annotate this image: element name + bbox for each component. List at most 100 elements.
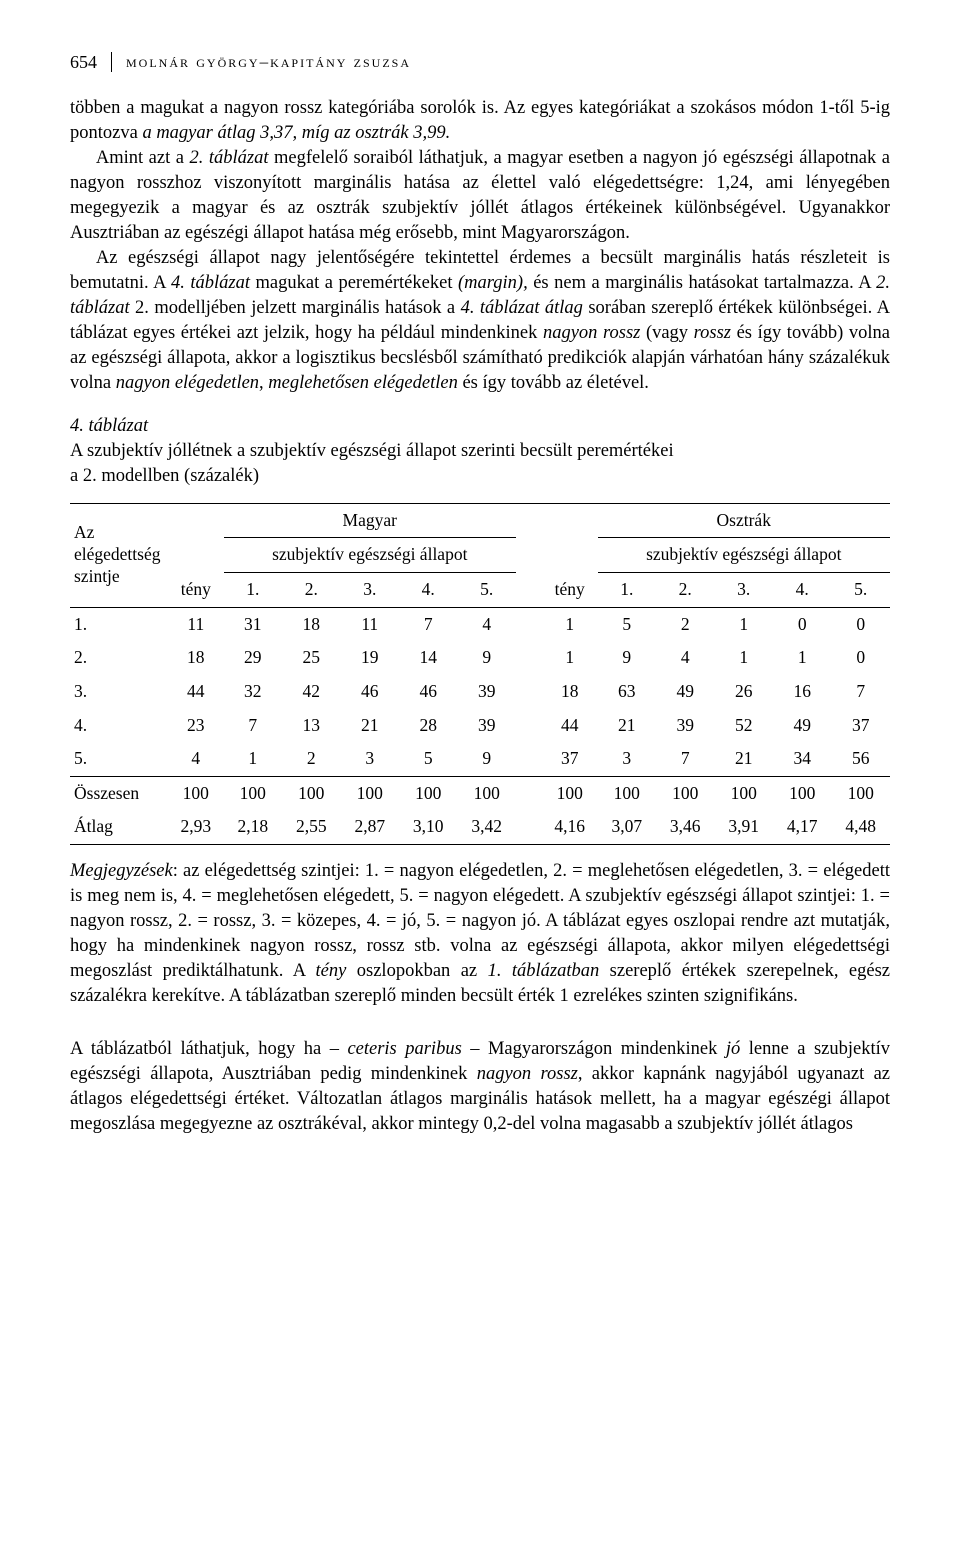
- table-cell: 37: [831, 709, 890, 743]
- row-label: Átlag: [70, 810, 168, 844]
- table-cell: 7: [831, 675, 890, 709]
- table-cell: 0: [831, 641, 890, 675]
- table-cell: 34: [773, 742, 831, 776]
- table-cell: 100: [224, 776, 282, 810]
- table-cell: 4: [168, 742, 224, 776]
- table-cell: 42: [282, 675, 340, 709]
- table-number: 4. táblázat: [70, 414, 890, 439]
- row-label: 4.: [70, 709, 168, 743]
- table-cell: 21: [341, 709, 399, 743]
- running-header: 654 MOLNÁR GYÖRGY–KAPITÁNY ZSUZSA: [70, 50, 890, 74]
- table-cell: 3,10: [399, 810, 457, 844]
- table-cell: [516, 742, 542, 776]
- col-group: Osztrák: [598, 503, 890, 538]
- table-cell: 25: [282, 641, 340, 675]
- col-num: 3.: [341, 573, 399, 608]
- table-cell: 23: [168, 709, 224, 743]
- table-cell: 13: [282, 709, 340, 743]
- table-cell: 2,18: [224, 810, 282, 844]
- table-notes: Megjegyzések: az elégedettség szintjei: …: [70, 859, 890, 1009]
- col-header: tény: [542, 503, 598, 607]
- table-cell: 52: [714, 709, 772, 743]
- table-cell: 56: [831, 742, 890, 776]
- table-caption: 4. táblázat A szubjektív jóllétnek a szu…: [70, 414, 890, 489]
- col-num: 5.: [457, 573, 515, 608]
- table-cell: 100: [168, 776, 224, 810]
- table-cell: 21: [598, 709, 656, 743]
- table-cell: 0: [831, 607, 890, 641]
- table-cell: 4,16: [542, 810, 598, 844]
- table-cell: 26: [714, 675, 772, 709]
- table-cell: 2: [282, 742, 340, 776]
- paragraph: Amint azt a 2. táblázat megfelelő soraib…: [70, 146, 890, 246]
- table-cell: 100: [773, 776, 831, 810]
- table-caption-line: a 2. modellben (százalék): [70, 464, 890, 489]
- table-cell: 5: [598, 607, 656, 641]
- data-table: Az elégedettség szintje tény Magyar tény…: [70, 503, 890, 845]
- row-label: Összesen: [70, 776, 168, 810]
- table-cell: 100: [457, 776, 515, 810]
- sub-header: szubjektív egészségi állapot: [598, 538, 890, 573]
- table-cell: [516, 709, 542, 743]
- table-cell: 14: [399, 641, 457, 675]
- table-cell: 5: [399, 742, 457, 776]
- table-cell: [516, 641, 542, 675]
- table-cell: 31: [224, 607, 282, 641]
- sub-header: szubjektív egészségi állapot: [224, 538, 516, 573]
- paragraph: Az egészségi állapot nagy jelentőségére …: [70, 246, 890, 396]
- final-paragraph: A táblázatból láthatjuk, hogy ha – ceter…: [70, 1037, 890, 1137]
- table-cell: 7: [399, 607, 457, 641]
- table-cell: 3,07: [598, 810, 656, 844]
- table-cell: 44: [168, 675, 224, 709]
- table-cell: 1: [714, 607, 772, 641]
- body-text-block: többen a magukat a nagyon rossz kategóri…: [70, 96, 890, 396]
- table-cell: 0: [773, 607, 831, 641]
- col-group: Magyar: [224, 503, 516, 538]
- header-divider: [111, 52, 112, 72]
- table-cell: 18: [282, 607, 340, 641]
- table-cell: 2,87: [341, 810, 399, 844]
- table-cell: 39: [457, 675, 515, 709]
- table-cell: 3: [341, 742, 399, 776]
- table-cell: 100: [598, 776, 656, 810]
- row-label: 3.: [70, 675, 168, 709]
- table-caption-line: A szubjektív jóllétnek a szubjektív egés…: [70, 439, 890, 464]
- table-cell: [516, 607, 542, 641]
- table-cell: 44: [542, 709, 598, 743]
- table-cell: 7: [656, 742, 714, 776]
- col-num: 4.: [399, 573, 457, 608]
- table-cell: [516, 675, 542, 709]
- table-cell: 49: [656, 675, 714, 709]
- row-label: 2.: [70, 641, 168, 675]
- table-cell: 18: [542, 675, 598, 709]
- row-label: 1.: [70, 607, 168, 641]
- table-cell: 4: [656, 641, 714, 675]
- table-cell: 49: [773, 709, 831, 743]
- table-cell: [516, 810, 542, 844]
- row-label: 5.: [70, 742, 168, 776]
- table-cell: 63: [598, 675, 656, 709]
- table-cell: 1: [542, 641, 598, 675]
- col-num: 3.: [714, 573, 772, 608]
- table-cell: 21: [714, 742, 772, 776]
- table-cell: 7: [224, 709, 282, 743]
- table-cell: 100: [656, 776, 714, 810]
- table-cell: 100: [714, 776, 772, 810]
- table-cell: 11: [168, 607, 224, 641]
- table-cell: 46: [399, 675, 457, 709]
- row-header: Az elégedettség szintje: [70, 503, 168, 607]
- table-cell: 37: [542, 742, 598, 776]
- paragraph: többen a magukat a nagyon rossz kategóri…: [70, 96, 890, 146]
- col-num: 2.: [282, 573, 340, 608]
- col-num: 1.: [224, 573, 282, 608]
- table-cell: 3,42: [457, 810, 515, 844]
- table-cell: 11: [341, 607, 399, 641]
- col-num: 4.: [773, 573, 831, 608]
- page-number: 654: [70, 50, 97, 74]
- table-cell: 18: [168, 641, 224, 675]
- table-cell: 1: [714, 641, 772, 675]
- table-cell: 4,48: [831, 810, 890, 844]
- table-cell: 100: [341, 776, 399, 810]
- table-cell: 46: [341, 675, 399, 709]
- table-cell: 100: [399, 776, 457, 810]
